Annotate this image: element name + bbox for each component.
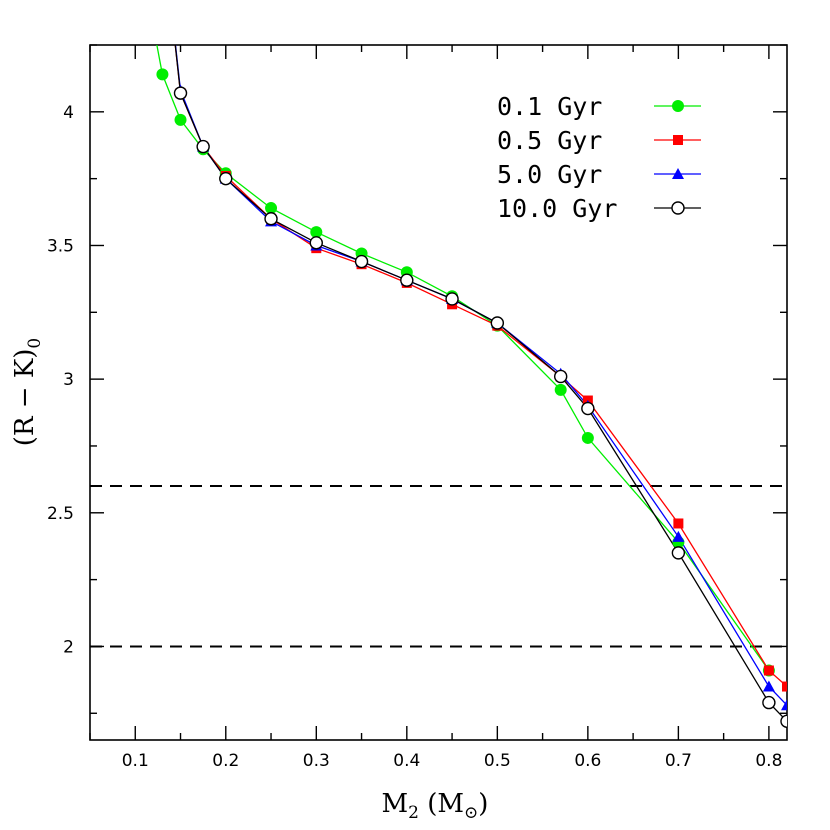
data-point — [310, 226, 323, 239]
y-axis-label: (R − K)0 — [10, 338, 45, 446]
data-point — [490, 316, 505, 330]
data-point — [673, 518, 684, 529]
data-point — [445, 292, 459, 306]
data-point — [762, 695, 776, 710]
legend-label: 5.0 Gyr — [497, 160, 602, 189]
x-tick-label: 0.8 — [755, 751, 782, 771]
y-tick-label: 2 — [63, 637, 74, 657]
legend-label: 0.5 Gyr — [497, 126, 602, 155]
y-tick-label: 4 — [63, 103, 74, 123]
x-tick-label: 0.1 — [122, 751, 149, 771]
data-point — [219, 171, 233, 186]
series-lines — [156, 45, 787, 722]
data-point — [354, 254, 369, 269]
legend-marker — [673, 135, 683, 145]
legend: 0.1 Gyr 0.5 Gyr 5.0 Gyr 10.0 Gyr — [497, 92, 701, 223]
data-point — [265, 202, 278, 215]
y-tick-label: 3 — [63, 370, 74, 390]
data-point — [400, 273, 414, 287]
data-point — [309, 236, 323, 250]
legend-label: 10.0 Gyr — [497, 194, 617, 223]
x-tick-label: 0.7 — [665, 751, 692, 771]
reference-lines — [90, 485, 787, 648]
data-point — [554, 369, 568, 384]
series-line — [156, 45, 770, 671]
series-line — [174, 45, 787, 687]
y-axis-label-sub: 0 — [25, 338, 45, 349]
data-point — [782, 681, 787, 692]
legend-label: 0.1 Gyr — [497, 92, 602, 121]
data-point — [173, 86, 188, 100]
legend-marker — [672, 100, 684, 112]
x-tick-label: 0.5 — [484, 751, 511, 771]
x-tick-label: 0.6 — [574, 751, 601, 771]
x-axis-label-close: ) — [478, 789, 488, 819]
data-point — [780, 714, 787, 728]
legend-marker — [672, 168, 684, 179]
axis-tick-labels: 0.1 0.2 0.3 0.4 0.5 0.6 0.7 0.8 2 2.5 3 3.5 4 — [47, 103, 782, 771]
y-tick-label: 2.5 — [47, 504, 74, 524]
x-axis-label-unit: (M — [419, 789, 464, 819]
data-point — [174, 113, 187, 126]
x-axis-label-unit-sub: ⊙ — [464, 803, 478, 823]
data-point — [671, 546, 686, 560]
y-axis-label-main: (R − K) — [10, 349, 40, 447]
data-point — [156, 68, 169, 81]
series-line — [174, 45, 787, 722]
x-axis-label: M2 (M⊙) — [382, 789, 489, 823]
data-point — [554, 383, 567, 396]
x-axis-label-main: M — [382, 789, 409, 819]
x-tick-label: 0.4 — [393, 751, 420, 771]
x-axis-label-sub: 2 — [408, 803, 419, 823]
data-point — [196, 139, 210, 154]
plot-frame — [89, 44, 788, 741]
axis-ticks — [89, 44, 787, 740]
data-point — [762, 680, 775, 692]
x-tick-label: 0.3 — [303, 751, 330, 771]
data-point — [264, 212, 278, 226]
x-tick-label: 0.2 — [212, 751, 239, 771]
data-point — [581, 431, 594, 444]
data-point — [781, 699, 787, 711]
legend-marker — [671, 201, 685, 215]
data-point — [763, 665, 774, 676]
series-markers — [156, 68, 787, 728]
data-point — [581, 401, 595, 416]
data-point — [672, 530, 685, 542]
y-tick-label: 3.5 — [47, 236, 74, 256]
